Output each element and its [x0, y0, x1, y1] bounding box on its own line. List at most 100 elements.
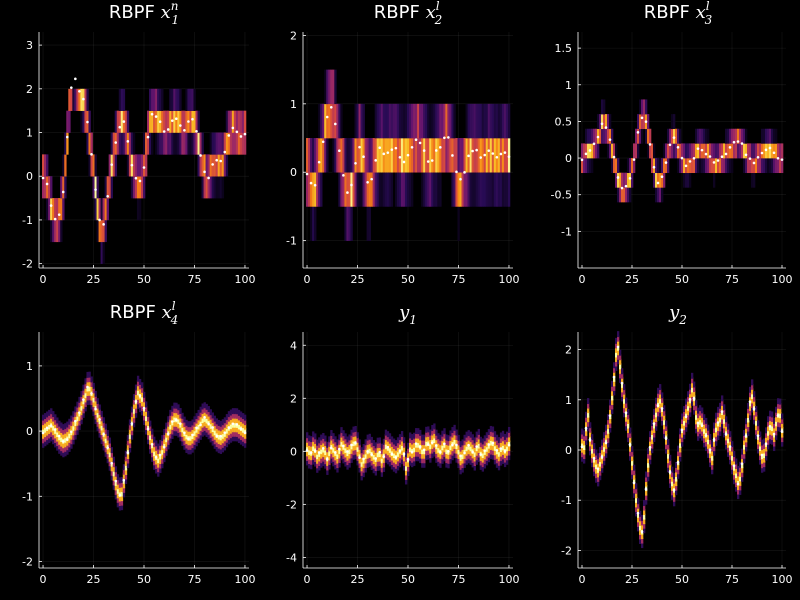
heat-cell-19-6: [80, 395, 83, 402]
heat-cell-33-1: [647, 475, 650, 482]
heat-cell-66-1: [175, 110, 178, 133]
heat-cell-3-6: [587, 402, 590, 409]
panel-title-y2: y2: [668, 302, 687, 327]
heat-cell-68-5: [443, 437, 446, 444]
heat-cell-43-3: [392, 456, 396, 463]
heat-cell-3-3: [312, 449, 315, 456]
heat-cell-22-0.5: [86, 132, 89, 155]
heat-cell-24-0: [90, 154, 93, 177]
heat-cell-89-7: [485, 432, 489, 439]
heat-cell-2-0: [310, 138, 313, 173]
heat-cell-80-2: [203, 424, 206, 431]
heat-cell-12-5: [605, 433, 608, 440]
heat-cell-28-6: [637, 502, 640, 509]
heat-cell-62-5: [705, 426, 708, 433]
heat-cell-4-1: [50, 435, 53, 442]
heat-cell-67-3: [177, 422, 180, 429]
heat-cell-73-1: [727, 450, 730, 457]
heat-cell-76-3: [733, 469, 736, 476]
heat-cell-12-4: [605, 438, 608, 445]
heat-cell-19-5: [80, 400, 83, 407]
heat-cell-17-7: [76, 401, 79, 408]
heat-cell-98-0: [503, 138, 507, 173]
sample-point-16: [338, 149, 341, 152]
heat-cell-33-6: [647, 452, 650, 459]
heat-cell-35-0.5: [376, 103, 380, 139]
heat-cell-5-6: [316, 444, 319, 451]
heat-cell-38-6: [118, 481, 122, 488]
sample-points: [580, 116, 784, 190]
heat-cell-90-5: [223, 426, 227, 433]
heat-cell-73-1: [453, 452, 456, 459]
heat-cell-15-6: [336, 443, 339, 450]
heat-cell-81-6: [205, 408, 208, 415]
heat-cell-57-3: [695, 418, 698, 425]
heat-cell-61-1: [165, 110, 168, 133]
heat-cell-86-0.5: [215, 132, 219, 155]
heat-cell-79-7: [201, 403, 204, 410]
heat-cell-80-7: [741, 448, 744, 455]
heat-cell-2-2: [585, 434, 588, 441]
sample-point-66: [175, 418, 178, 422]
heat-cell-73-5: [189, 430, 192, 437]
heat-cell-45-4: [671, 480, 674, 487]
heat-cell-75-1.5: [193, 88, 196, 111]
heat-cell-24-5: [90, 385, 93, 392]
heat-cell-26-1: [94, 418, 97, 425]
heat-cell-0-7: [581, 428, 584, 435]
heat-cell-83-0.5: [209, 132, 212, 155]
heat-cell-81--0.5: [205, 176, 208, 199]
heat-cell-26-4: [633, 478, 636, 485]
sample-point-62: [166, 432, 170, 436]
heat-cell-74-3: [191, 437, 194, 444]
heat-cell-9-3: [324, 453, 327, 460]
heat-cell-88-1: [757, 447, 760, 454]
heat-cell-82--0.2: [745, 158, 748, 174]
heat-cell-71-7: [723, 404, 726, 411]
sample-point-76: [195, 426, 198, 430]
heat-cell-30-5: [366, 443, 369, 450]
heat-cell-10-2: [326, 464, 329, 471]
heat-cell-62-7: [705, 417, 708, 424]
heat-cell-38-2: [382, 461, 386, 468]
sample-point-6: [53, 217, 57, 221]
heat-cell-19--1: [344, 206, 347, 241]
heat-cell-64-1: [709, 461, 712, 468]
heat-cell-79-2: [739, 484, 742, 491]
heat-cell-72-0.5: [187, 132, 190, 155]
heat-cell-8-3: [322, 451, 325, 458]
heat-cell-52-4: [685, 412, 688, 419]
heat-cell-60-1: [427, 453, 430, 460]
heat-cell-21-4: [84, 391, 87, 398]
heat-cell-82-1: [207, 433, 210, 440]
heat-cell-88-5: [757, 429, 760, 436]
heat-cell-39-3: [120, 495, 124, 502]
heat-cell-69-2: [719, 425, 722, 432]
heat-cell-4--1: [314, 206, 317, 241]
heat-cell-74-3: [729, 449, 732, 456]
heat-cell-35-4: [112, 470, 116, 477]
heat-cell-38--0.6: [657, 187, 660, 203]
heat-cell-81-2: [469, 454, 472, 461]
heat-cell-41-3: [124, 468, 128, 475]
heat-cell-36-7: [378, 437, 382, 444]
heat-cell-3-1: [587, 425, 590, 432]
heat-cell-28-7: [362, 444, 365, 450]
heat-cell-16-4: [338, 447, 341, 454]
heat-cell-15-7: [611, 380, 614, 387]
heat-cell-76-0: [459, 138, 462, 173]
heat-cell-27-0.5: [360, 103, 363, 139]
heat-cell-23-2: [352, 449, 355, 456]
heat-cell-84-3: [749, 404, 752, 411]
sample-point-96: [499, 447, 503, 450]
sample-point-34: [374, 159, 377, 162]
heat-cell-61-1: [703, 441, 706, 448]
heat-cell-55--0.2: [691, 158, 694, 174]
sample-point-90: [223, 431, 227, 434]
heat-cell-61-1: [165, 449, 168, 456]
heat-cell-75-7: [731, 441, 734, 448]
heat-cell-45-6: [396, 441, 400, 448]
heat-cell-87-5: [217, 429, 221, 436]
